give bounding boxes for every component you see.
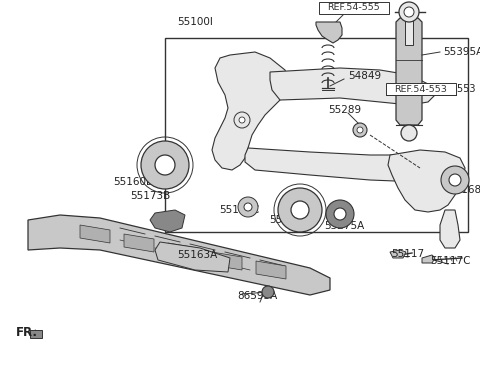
FancyBboxPatch shape bbox=[319, 2, 389, 14]
Circle shape bbox=[357, 127, 363, 133]
Circle shape bbox=[291, 201, 309, 219]
Text: 55289: 55289 bbox=[328, 105, 361, 115]
Text: 55117: 55117 bbox=[391, 249, 425, 259]
Text: REF.54-555: REF.54-555 bbox=[327, 3, 381, 13]
Polygon shape bbox=[388, 150, 465, 212]
Circle shape bbox=[278, 188, 322, 232]
Polygon shape bbox=[80, 225, 110, 243]
Circle shape bbox=[404, 7, 414, 17]
Text: 55160C: 55160C bbox=[219, 205, 259, 215]
Text: 55275A: 55275A bbox=[324, 221, 364, 231]
Circle shape bbox=[155, 155, 175, 175]
Circle shape bbox=[238, 197, 258, 217]
Circle shape bbox=[401, 125, 417, 141]
Text: 55163A: 55163A bbox=[177, 250, 217, 260]
Polygon shape bbox=[245, 148, 448, 182]
Circle shape bbox=[353, 123, 367, 137]
Text: 55173B: 55173B bbox=[130, 191, 170, 201]
Polygon shape bbox=[155, 242, 230, 272]
Text: 54849: 54849 bbox=[348, 71, 381, 81]
Polygon shape bbox=[28, 215, 330, 295]
Text: 55168A: 55168A bbox=[448, 185, 480, 195]
Text: REF.54-553: REF.54-553 bbox=[421, 84, 476, 94]
Circle shape bbox=[449, 174, 461, 186]
Polygon shape bbox=[212, 252, 242, 270]
Text: REF.54-555: REF.54-555 bbox=[328, 4, 380, 12]
Text: REF.54-553: REF.54-553 bbox=[395, 85, 447, 93]
Polygon shape bbox=[440, 210, 460, 248]
Text: 55160B: 55160B bbox=[269, 215, 309, 225]
Text: 55117C: 55117C bbox=[430, 256, 470, 266]
Circle shape bbox=[441, 166, 469, 194]
Polygon shape bbox=[212, 52, 290, 170]
Circle shape bbox=[399, 2, 419, 22]
Circle shape bbox=[334, 208, 346, 220]
Polygon shape bbox=[316, 22, 342, 43]
Text: 55395A: 55395A bbox=[443, 47, 480, 57]
Circle shape bbox=[141, 141, 189, 189]
Circle shape bbox=[262, 286, 274, 298]
Circle shape bbox=[244, 203, 252, 211]
Text: 86593A: 86593A bbox=[237, 291, 277, 301]
Polygon shape bbox=[405, 18, 413, 45]
Polygon shape bbox=[270, 68, 435, 105]
Polygon shape bbox=[150, 210, 185, 232]
Polygon shape bbox=[390, 250, 406, 258]
Polygon shape bbox=[30, 330, 42, 338]
Text: 55160B: 55160B bbox=[113, 177, 153, 187]
Polygon shape bbox=[256, 261, 286, 279]
Text: FR.: FR. bbox=[16, 327, 38, 339]
Text: 55100I: 55100I bbox=[177, 17, 213, 27]
Polygon shape bbox=[124, 234, 154, 252]
FancyBboxPatch shape bbox=[386, 83, 456, 95]
Polygon shape bbox=[396, 18, 422, 125]
Circle shape bbox=[234, 112, 250, 128]
Circle shape bbox=[326, 200, 354, 228]
Circle shape bbox=[239, 117, 245, 123]
Polygon shape bbox=[422, 255, 435, 263]
Polygon shape bbox=[168, 243, 198, 261]
